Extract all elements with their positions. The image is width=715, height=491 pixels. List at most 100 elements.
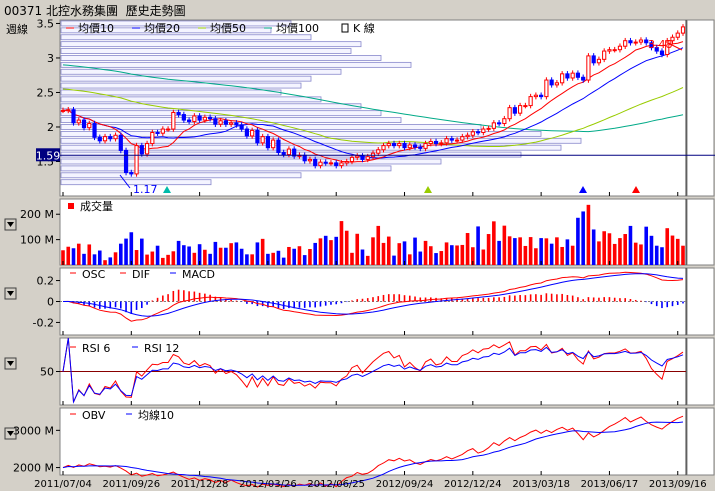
candle-body (554, 82, 559, 86)
volume-bar (654, 245, 659, 265)
x-tick-label: 2011/09/26 (102, 479, 160, 490)
volume-bar (439, 251, 444, 265)
candle-body (155, 132, 160, 135)
volume-bar (386, 236, 391, 265)
volume-profile-bar (60, 61, 412, 68)
volume-bar (302, 255, 307, 265)
candle-body (286, 148, 292, 156)
volume-bar (108, 257, 113, 265)
candle-body (81, 119, 87, 129)
candle-body (307, 158, 313, 162)
candle-body (523, 105, 528, 108)
candle-body (265, 136, 271, 149)
volume-bar (318, 238, 323, 265)
volume-bar (518, 237, 522, 265)
volume-bar (134, 250, 139, 265)
candle-body (628, 40, 633, 44)
ma100-line (62, 64, 684, 133)
volume-bar (460, 244, 465, 265)
volume-bar (397, 243, 402, 265)
candle-body (108, 136, 113, 140)
volume-bar (486, 234, 491, 265)
obv-ma10-line (62, 421, 684, 486)
volume-bar (323, 235, 328, 265)
volume-bar (339, 221, 344, 265)
volume-bar (381, 242, 386, 265)
volume-bar (239, 248, 244, 265)
volume-bar (444, 242, 449, 265)
volume-bar (155, 245, 160, 265)
candle-body (376, 149, 381, 154)
candle-body (439, 142, 444, 145)
candle-body (123, 149, 129, 174)
collapse-button-volume[interactable] (4, 218, 17, 231)
candle-body (549, 79, 554, 86)
legend-label: MACD (182, 268, 215, 281)
volume-bar (628, 225, 633, 265)
volume-bar (644, 226, 649, 265)
collapse-button-macd[interactable] (4, 287, 17, 300)
x-tick-label: 2012/09/24 (376, 479, 434, 490)
candle-body (187, 119, 192, 122)
volume-bar (182, 245, 186, 265)
triangle-down-icon (7, 431, 14, 436)
volume-bar (218, 247, 223, 265)
x-tick-label: 2011/07/04 (34, 479, 92, 490)
triangle-down-icon (7, 361, 14, 366)
volume-bar (87, 244, 92, 265)
volume-bar (586, 204, 591, 265)
volume-bar (313, 242, 318, 265)
candle-body (134, 145, 139, 175)
volume-bar (61, 250, 65, 265)
collapse-button-obv[interactable] (4, 427, 17, 440)
volume-profile-bar (60, 158, 442, 165)
volume-bar (581, 211, 585, 265)
volume-bar (681, 245, 685, 265)
candle-body (607, 49, 612, 52)
candle-body (565, 73, 570, 79)
candle-legend-icon (341, 23, 349, 33)
volume-bar (292, 248, 296, 265)
ma50-line (62, 87, 684, 147)
volume-profile-bar (60, 124, 482, 130)
volume-bar (528, 237, 533, 265)
candle-body (129, 172, 134, 175)
candle-body (239, 124, 244, 130)
volume-bar (176, 240, 181, 265)
candle-body (444, 138, 449, 144)
volume-y-tick: 100 M (20, 234, 54, 247)
volume-bar (633, 242, 638, 265)
volume-bar (544, 238, 549, 265)
obv-y-tick: 3000 M (13, 424, 54, 437)
volume-bar (250, 254, 254, 265)
candle-body (349, 156, 355, 162)
candle-body (454, 139, 460, 142)
candle-body (433, 140, 439, 145)
volume-bar (576, 217, 580, 265)
candle-body (644, 39, 649, 44)
volume-profile-bar (60, 137, 582, 144)
volume-bar (103, 260, 107, 265)
candle-body (60, 109, 66, 112)
candle-body (481, 128, 486, 134)
candle-body (675, 32, 680, 38)
volume-profile-bar (60, 130, 542, 137)
volume-bar (208, 253, 212, 265)
candle-body (202, 116, 207, 121)
volume-bar (197, 244, 202, 265)
volume-bar (402, 241, 407, 265)
volume-bar (450, 245, 454, 265)
obv-y-tick: 2000 M (13, 462, 54, 475)
collapse-button-rsi[interactable] (4, 357, 17, 370)
candle-body (365, 156, 370, 160)
volume-profile-bar (60, 20, 292, 27)
volume-bar (597, 241, 601, 265)
volume-bar (76, 243, 81, 265)
candle-body (71, 109, 76, 124)
x-tick-label: 2011/12/28 (171, 479, 229, 490)
legend-label: 均價10 (78, 21, 114, 35)
x-tick-label: 2012/06/25 (307, 479, 365, 490)
volume-bar (334, 236, 339, 265)
candle-body (260, 136, 265, 144)
candle-body (381, 145, 386, 151)
